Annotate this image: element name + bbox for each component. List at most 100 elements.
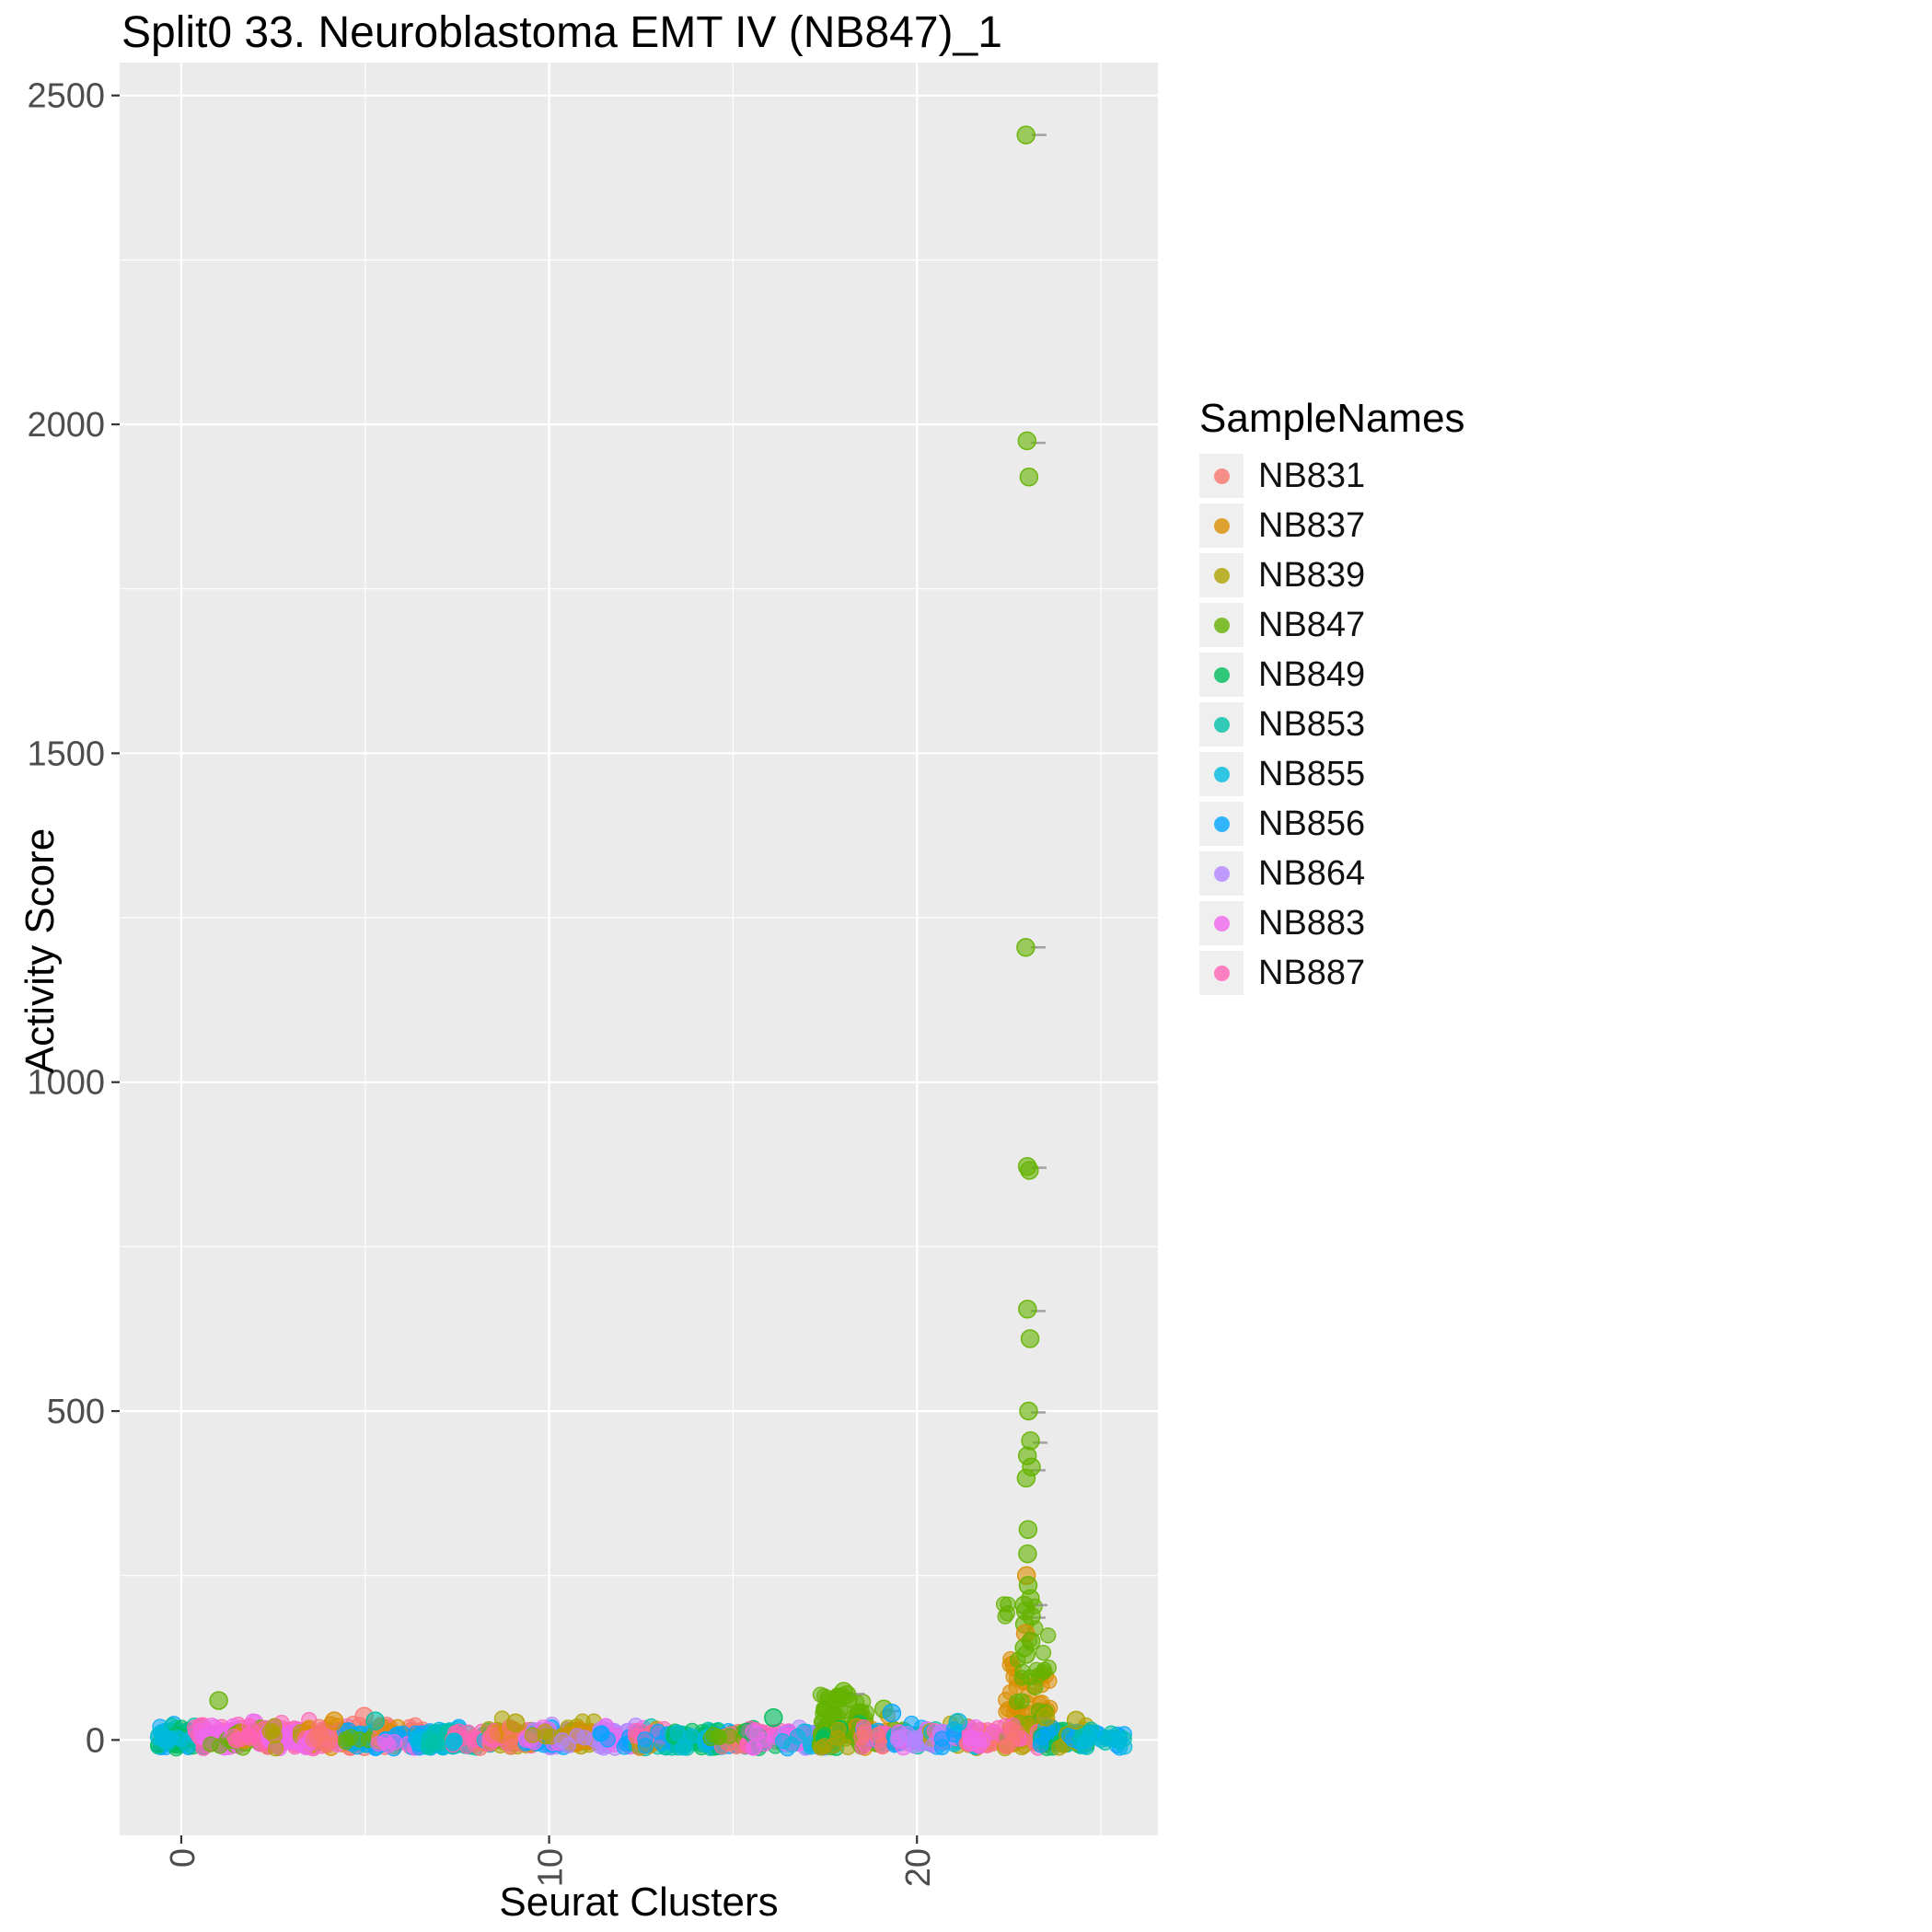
outlier-point <box>882 1703 902 1723</box>
data-point <box>1111 1732 1128 1749</box>
data-point <box>460 1724 477 1741</box>
legend-color-dot-icon <box>1213 567 1230 584</box>
legend-item-label: NB831 <box>1258 456 1366 495</box>
legend-item-label: NB855 <box>1258 754 1366 793</box>
outlier-point <box>1018 1520 1038 1539</box>
legend-item: NB847 <box>1199 600 1465 650</box>
outlier-points-layer <box>209 125 1086 1733</box>
legend-color-dot-icon <box>1213 766 1230 782</box>
outlier-point <box>1066 1710 1086 1730</box>
data-point <box>971 1737 988 1753</box>
outlier-point <box>831 1688 851 1707</box>
outlier-point <box>1019 467 1039 487</box>
data-point <box>889 1730 907 1748</box>
outlier-point <box>1016 1645 1036 1664</box>
legend-key <box>1199 603 1244 647</box>
outlier-point <box>1035 1707 1056 1727</box>
legend-key <box>1199 901 1244 945</box>
legend-item: NB856 <box>1199 799 1465 849</box>
legend-item-label: NB856 <box>1258 804 1366 843</box>
legend-key <box>1199 553 1244 597</box>
outlier-point <box>948 1712 968 1732</box>
legend-item-label: NB849 <box>1258 654 1366 694</box>
plot-panel <box>120 63 1158 1835</box>
minor-gridlines <box>120 63 1158 1835</box>
legend-item: NB831 <box>1199 451 1465 501</box>
legend-color-dot-icon <box>1213 517 1230 534</box>
legend-color-dot-icon <box>1213 915 1230 931</box>
outlier-point <box>1018 1544 1037 1564</box>
y-tick-label: 500 <box>47 1393 105 1431</box>
data-point <box>756 1735 773 1753</box>
data-point <box>226 1728 242 1745</box>
data-point <box>560 1737 576 1753</box>
data-point <box>594 1725 610 1741</box>
data-point <box>319 1737 336 1753</box>
data-point <box>669 1725 686 1741</box>
x-tick-label: 20 <box>899 1848 938 1887</box>
legend-items: NB831 NB837 NB839 NB847 NB849 NB853 NB855 NB856… <box>1199 451 1465 998</box>
legend-color-dot-icon <box>1213 865 1230 882</box>
data-point <box>172 1731 190 1748</box>
data-point <box>933 1730 951 1747</box>
data-point <box>242 1730 259 1746</box>
data-point <box>1013 1693 1031 1709</box>
legend-color-dot-icon <box>1213 617 1230 633</box>
y-axis-title: Activity Score <box>17 827 63 1074</box>
x-axis-title: Seurat Clusters <box>499 1880 779 1925</box>
legend: SampleNames NB831 NB837 NB839 NB847 NB849 NB8… <box>1199 396 1465 998</box>
legend-key <box>1199 653 1244 697</box>
y-tick-label: 1000 <box>27 1064 105 1103</box>
data-point <box>705 1727 723 1743</box>
outlier-point <box>365 1711 385 1730</box>
legend-item-label: NB887 <box>1258 953 1366 992</box>
legend-color-dot-icon <box>1213 816 1230 832</box>
legend-key <box>1199 752 1244 796</box>
data-point <box>675 1740 691 1756</box>
outlier-point <box>764 1707 783 1728</box>
data-point <box>906 1737 922 1754</box>
data-point <box>853 1729 870 1746</box>
legend-key <box>1199 951 1244 995</box>
legend-item-label: NB853 <box>1258 704 1366 744</box>
outlier-point <box>1020 1161 1039 1180</box>
chart-title: Split0 33. Neuroblastoma EMT IV (NB847)_… <box>121 8 1002 57</box>
data-point <box>484 1727 501 1744</box>
data-point <box>1032 1737 1049 1753</box>
outlier-point <box>324 1711 344 1730</box>
x-tick-label: 10 <box>532 1848 571 1887</box>
data-point <box>338 1734 354 1751</box>
legend-item: NB887 <box>1199 948 1465 998</box>
outlier-point <box>1016 1468 1036 1488</box>
data-point <box>261 1723 278 1741</box>
legend-color-dot-icon <box>1213 666 1230 683</box>
data-point <box>789 1729 806 1745</box>
legend-key <box>1199 851 1244 896</box>
data-point <box>153 1726 170 1742</box>
legend-item: NB864 <box>1199 849 1465 898</box>
y-tick-label: 2000 <box>27 406 105 445</box>
legend-item-label: NB883 <box>1258 903 1366 943</box>
legend-item: NB837 <box>1199 501 1465 550</box>
data-point <box>202 1736 219 1753</box>
legend-color-dot-icon <box>1213 468 1230 484</box>
data-point <box>684 1728 700 1744</box>
data-point <box>999 1738 1016 1754</box>
data-point <box>637 1731 654 1748</box>
outlier-point <box>505 1713 526 1733</box>
y-tick-label: 2500 <box>27 77 105 116</box>
data-point <box>445 1732 462 1749</box>
data-point <box>1013 1670 1030 1686</box>
outlier-point <box>1018 1300 1037 1319</box>
legend-key <box>1199 454 1244 498</box>
legend-item: NB883 <box>1199 898 1465 948</box>
outlier-point <box>1019 1401 1038 1421</box>
data-point <box>305 1731 321 1748</box>
outlier-point <box>1017 431 1037 451</box>
legend-item: NB839 <box>1199 550 1465 600</box>
data-point <box>1090 1730 1106 1746</box>
y-tick-label: 0 <box>86 1721 105 1760</box>
data-point <box>1040 1627 1057 1644</box>
data-point <box>421 1739 438 1755</box>
